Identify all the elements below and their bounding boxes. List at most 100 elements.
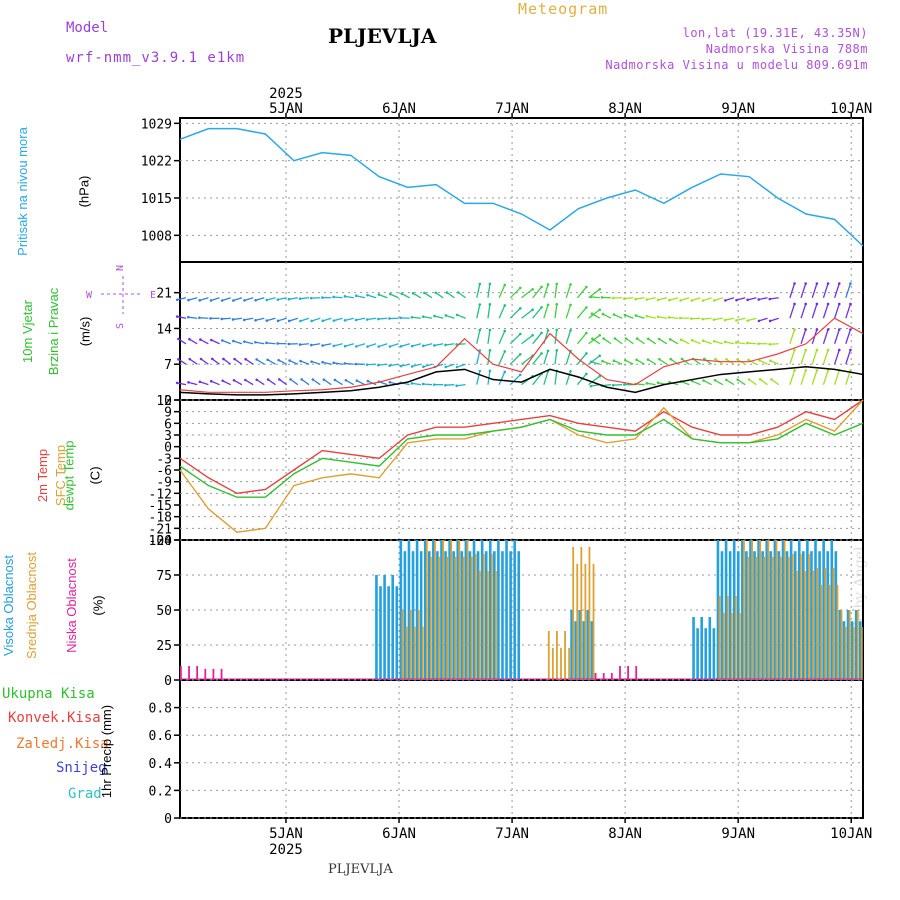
wind-barb <box>576 353 587 365</box>
wind-barb <box>177 315 187 319</box>
wind-barb <box>680 339 690 345</box>
wind-barb-head <box>601 312 605 316</box>
y-tick-label: -15 <box>149 499 172 514</box>
wind-barb-head <box>826 328 830 331</box>
wind-barb-head <box>209 299 213 302</box>
cloud-high-bar <box>493 551 496 680</box>
wind-barb-head <box>187 381 190 384</box>
wind-barb-head <box>343 319 347 322</box>
product-title: Meteogram <box>518 0 609 18</box>
cloud-high-bar <box>785 551 789 680</box>
cloud-high-bar <box>411 551 415 680</box>
wind-barb-head <box>377 363 380 367</box>
wind-barb <box>221 297 231 302</box>
wind-barb-head <box>366 345 369 348</box>
wind-barb <box>834 370 840 385</box>
wind-barb-head <box>793 328 796 331</box>
cloud-mid-bar <box>787 556 790 680</box>
wind-barb-head <box>221 379 224 383</box>
cloud-mid-bar <box>722 612 725 680</box>
wind-barb-head <box>232 299 235 302</box>
cloud-high-bar <box>436 551 439 680</box>
cloud-low-bar <box>594 673 597 680</box>
wind-barb <box>602 360 612 365</box>
wind-barb-head <box>678 316 682 320</box>
wind-barb <box>636 359 645 365</box>
wind-barb-head <box>712 299 716 302</box>
wind-barb-head <box>701 299 705 302</box>
wind-barb <box>591 313 601 319</box>
wind-barb-head <box>746 341 749 345</box>
wind-barb-head <box>188 337 191 341</box>
wind-barb <box>412 292 422 299</box>
cloud-high-bar <box>854 610 858 680</box>
cloud-mid-bar <box>799 554 802 680</box>
wind-barb <box>221 317 231 320</box>
y-tick-label: -6 <box>156 464 172 479</box>
wind-barb <box>244 297 254 302</box>
wind-barb <box>789 283 796 298</box>
wind-barb-head <box>612 359 616 363</box>
wind-barb-head <box>849 282 852 285</box>
wind-barb-head <box>421 382 425 386</box>
cloud-mid-bar <box>840 610 843 680</box>
wind-barb <box>770 360 779 365</box>
cloud-high-bar <box>505 540 508 680</box>
bottom-day-label: 8JAN <box>608 826 642 842</box>
y-tick-label: 0.2 <box>149 784 172 799</box>
wind-speed-line <box>179 366 864 396</box>
cloud-high-bar <box>810 551 813 680</box>
wind-barb-head <box>585 352 588 355</box>
cloud-low-bar <box>204 668 207 680</box>
wind-barb-head <box>377 345 381 348</box>
wind-barb <box>400 343 410 347</box>
cloud-mid-bar <box>576 563 579 680</box>
y-tick-label: -18 <box>149 511 172 526</box>
wind-barb <box>588 309 601 319</box>
cloud-mid-bar <box>767 540 770 680</box>
wind-barb <box>703 380 712 386</box>
wind-barb-head <box>569 329 572 332</box>
cloud-mid-bar <box>572 547 575 680</box>
wind-barb <box>822 329 829 344</box>
wind-barb-head <box>815 348 819 352</box>
wind-barb-head <box>503 283 507 287</box>
cloud-high-bar <box>724 540 728 680</box>
wind-barb-head <box>569 283 572 286</box>
wind-barb-head <box>321 319 325 323</box>
wind-barb <box>521 288 534 299</box>
wind-barb-head <box>768 319 772 323</box>
wind-barb-head <box>421 344 425 348</box>
cloud-high-bar <box>582 621 586 680</box>
wind-barb-head <box>713 378 717 382</box>
wind-barb-head <box>849 302 852 306</box>
wind-barb-head <box>793 369 796 372</box>
wind-barb-head <box>321 344 324 347</box>
wind-barb-head <box>488 349 492 352</box>
cloud-low-bar <box>180 666 182 680</box>
wind-barb <box>565 350 572 365</box>
wind-barb-head <box>298 297 302 300</box>
wind-barb-head <box>309 296 313 300</box>
wind-barb-head <box>244 378 247 382</box>
wind-barb-head <box>734 341 738 344</box>
wind-barb-head <box>321 296 324 299</box>
wind-barb <box>748 359 757 365</box>
wind-barb-head <box>569 370 572 373</box>
cloud-mid-bar <box>474 554 477 680</box>
bottom-day-label: 7JAN <box>495 826 529 842</box>
cloud-high-bar <box>826 551 830 680</box>
panel-frame <box>179 117 864 263</box>
wind-barb-head <box>645 298 649 301</box>
cloud-mid-bar <box>751 540 753 680</box>
y-tick-label: -3 <box>156 452 172 467</box>
wind-barb <box>747 317 757 322</box>
wind-barb-head <box>540 306 543 309</box>
wind-barb <box>487 304 491 319</box>
cloud-mid-bar <box>734 596 737 680</box>
wind-barb <box>509 374 521 386</box>
wind-barb <box>748 378 757 386</box>
cloud-low-bar <box>610 673 613 680</box>
wind-barb <box>554 304 558 319</box>
